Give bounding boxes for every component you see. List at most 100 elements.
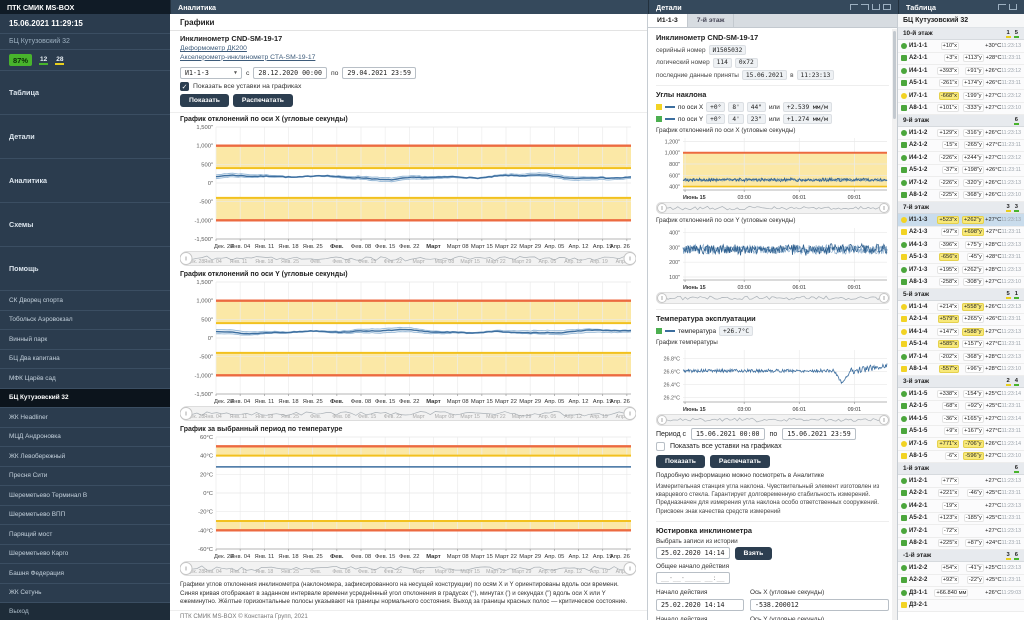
period-to-input[interactable]: 15.06.2021 23:59 <box>782 428 856 440</box>
floor-group-header[interactable]: 9-й этаж6 <box>898 115 1024 127</box>
take-button[interactable]: Взять <box>735 547 773 560</box>
show-button[interactable]: Показать <box>180 94 229 107</box>
table-row-И4-2-1[interactable]: И4-2-1-19"x+27°C11:23:13 <box>898 500 1024 513</box>
floor-group-header[interactable]: 5-й этаж51 <box>898 289 1024 301</box>
det-temp-nav-svg[interactable] <box>656 414 890 426</box>
sensor-select[interactable]: И1-1-3 ▼ <box>180 67 242 79</box>
sidebar-site-15[interactable]: ЖК Сетунь <box>0 584 170 604</box>
date-to-input[interactable]: 29.04.2021 23:59 <box>342 67 416 79</box>
table-row-А5-1-3[interactable]: А5-1-3-656"x-45"y+28°C11:23:11 <box>898 252 1024 265</box>
tab-sensor-i1-1-3[interactable]: И1-1-3 <box>648 14 688 27</box>
det-show-setpoints-checkbox[interactable] <box>656 442 665 451</box>
table-row-А2-1-4[interactable]: А2-1-4+579"x+265"y+26°C11:23:11 <box>898 314 1024 327</box>
main-temp-nav-svg[interactable]: Дек. 28Янв. 04Янв. 11Янв. 18Янв. 25Фев.Ф… <box>180 561 636 576</box>
sidebar-item-3[interactable]: Схемы <box>0 203 170 247</box>
table-row-А2-1-5[interactable]: А2-1-5-68"x+92"y+25°C11:23:11 <box>898 401 1024 414</box>
chart-temp-range-slider[interactable]: Дек. 28Янв. 04Янв. 11Янв. 18Янв. 25Фев.Ф… <box>180 561 636 576</box>
period-from-input[interactable]: 15.06.2021 00:00 <box>691 428 765 440</box>
table-row-А5-2-1[interactable]: А5-2-1+123"x-185"y+25°C11:23:11 <box>898 513 1024 526</box>
sidebar-site-0[interactable]: СК Дворец спорта <box>0 291 170 311</box>
sidebar-item-2[interactable]: Аналитика <box>0 159 170 203</box>
sidebar-item-1[interactable]: Детали <box>0 115 170 159</box>
table-row-И7-1-1[interactable]: И7-1-1-668"x-199"y+27°C11:23:12 <box>898 90 1024 103</box>
table-row-И4-1-3[interactable]: И4-1-3-396"x+75"y+28°C11:23:13 <box>898 239 1024 252</box>
sidebar-site-2[interactable]: Винный парк <box>0 330 170 350</box>
det-chart-y-range-slider[interactable] <box>656 292 890 304</box>
table-row-А8-1-5[interactable]: А8-1-5-6"x-596"y+27°C11:23:10 <box>898 451 1024 464</box>
layout-bottom-icon[interactable] <box>872 4 880 10</box>
sidebar-site-7[interactable]: МЦД Андроновка <box>0 428 170 448</box>
table-row-Д3-1-1[interactable]: Д3-1-1+66.840 мм+26°C11:29:03 <box>898 587 1024 600</box>
main-y-nav-svg[interactable]: Дек. 28Янв. 04Янв. 11Янв. 18Янв. 25Фев.Ф… <box>180 406 636 421</box>
offset-x-input[interactable]: -538.200012 <box>750 599 889 611</box>
sidebar-item-0[interactable]: Таблица <box>0 71 170 115</box>
table-row-А2-1-3[interactable]: А2-1-3+97"x+698"y+27°C11:23:11 <box>898 227 1024 240</box>
logout-button[interactable]: Выход <box>0 603 170 620</box>
table-row-А8-1-2[interactable]: А8-1-2-225"x-368"y+26°C11:23:10 <box>898 190 1024 203</box>
table-row-И7-1-4[interactable]: И7-1-4-202"x-368"y+28°C11:23:13 <box>898 351 1024 364</box>
sidebar-site-3[interactable]: БЦ Два капитана <box>0 350 170 370</box>
details-scrollbar[interactable] <box>892 29 897 620</box>
det-show-button[interactable]: Показать <box>656 455 705 468</box>
table-row-И7-1-2[interactable]: И7-1-2-226"x-320"y+26°C11:23:13 <box>898 177 1024 190</box>
sidebar-site-1[interactable]: Тобольск Аэровокзал <box>0 311 170 331</box>
top-tab-analytics[interactable]: Аналитика <box>170 0 648 14</box>
floor-group-header[interactable]: 10-й этаж15 <box>898 28 1024 40</box>
sidebar-site-10[interactable]: Шереметьево Терминал B <box>0 486 170 506</box>
layout-corner-icon[interactable] <box>998 4 1006 10</box>
print-button[interactable]: Распечатать <box>233 94 293 107</box>
table-row-И4-1-4[interactable]: И4-1-4+147"x+588"y+27°C11:23:13 <box>898 326 1024 339</box>
table-row-А2-1-2[interactable]: А2-1-2-15"x-265"y+27°C11:23:11 <box>898 140 1024 153</box>
table-row-И1-2-1[interactable]: И1-2-1+77"x+27°C11:23:13 <box>898 475 1024 488</box>
table-row-А5-1-2[interactable]: А5-1-2-37"x+198"y+26°C11:23:11 <box>898 165 1024 178</box>
active-device-label[interactable]: Инклинометр CND-SM-19-17 <box>180 34 637 43</box>
table-row-И1-1-1[interactable]: И1-1-1+10"x+30°C11:23:13 <box>898 40 1024 53</box>
sidebar-site-8[interactable]: ЖК Левобережный <box>0 447 170 467</box>
table-row-И4-1-2[interactable]: И4-1-2-226"x+244"y+27°C11:23:12 <box>898 152 1024 165</box>
tab-floor-7[interactable]: 7-й этаж <box>688 14 735 27</box>
main-x-nav-svg[interactable]: Дек. 28Янв. 04Янв. 11Янв. 18Янв. 25Фев.Ф… <box>180 251 636 266</box>
table-row-И7-1-3[interactable]: И7-1-3+195"x+262"y+28°C11:23:13 <box>898 264 1024 277</box>
det-print-button[interactable]: Распечатать <box>710 455 770 468</box>
common-start-input[interactable]: __-__-____ __:__ <box>656 572 730 584</box>
layout-top-right-icon[interactable] <box>861 4 869 10</box>
start-x-input[interactable]: 25.02.2020 14:14 <box>656 599 744 611</box>
table-row-Д3-2-1[interactable]: Д3-2-1 <box>898 600 1024 613</box>
sidebar-site-11[interactable]: Шереметьево ВПП <box>0 506 170 526</box>
table-row-И4-1-1[interactable]: И4-1-1+393"x+91"y+26°C11:23:12 <box>898 65 1024 78</box>
sidebar-site-9[interactable]: Пресня Сити <box>0 467 170 487</box>
sidebar-site-13[interactable]: Шереметьево Карго <box>0 545 170 565</box>
det-x-nav-svg[interactable] <box>656 202 890 214</box>
table-row-И7-2-1[interactable]: И7-2-1-72"x+27°C11:23:13 <box>898 525 1024 538</box>
date-from-input[interactable]: 28.12.2020 00:00 <box>253 67 327 79</box>
sidebar-site-5[interactable]: БЦ Кутузовский 32 <box>0 389 170 409</box>
layout-half-icon[interactable] <box>1009 4 1017 10</box>
table-row-А8-2-1[interactable]: А8-2-1+225"x+87"y+24°C11:23:11 <box>898 538 1024 551</box>
floor-group-header[interactable]: 7-й этаж33 <box>898 202 1024 214</box>
table-row-И7-1-5[interactable]: И7-1-5+771"x-706"y+26°C11:23:14 <box>898 438 1024 451</box>
det-y-nav-svg[interactable] <box>656 292 890 304</box>
table-row-А5-1-5[interactable]: А5-1-5+9"x+167"y+27°C11:23:11 <box>898 426 1024 439</box>
device-link-accelerometer[interactable]: Акселерометр-инклинометр СТА-SM-19-17 <box>180 54 637 61</box>
layout-top-left-icon[interactable] <box>850 4 858 10</box>
table-row-И1-1-3[interactable]: И1-1-3+523"x+262"y+27°C11:23:13 <box>898 214 1024 227</box>
chart-y-range-slider[interactable]: Дек. 28Янв. 04Янв. 11Янв. 18Янв. 25Фев.Ф… <box>180 406 636 421</box>
details-scrollbar-thumb[interactable] <box>893 31 896 119</box>
table-row-А5-1-1[interactable]: А5-1-1-261"x+174"y+26°C11:23:11 <box>898 78 1024 91</box>
sidebar-item-4[interactable]: Помощь <box>0 247 170 291</box>
floor-group-header[interactable]: 3-й этаж24 <box>898 376 1024 388</box>
table-row-А5-1-4[interactable]: А5-1-4+585"x+157"y+27°C11:23:11 <box>898 339 1024 352</box>
sidebar-site-4[interactable]: МФК Царёв сад <box>0 369 170 389</box>
show-setpoints-checkbox[interactable]: ✓ <box>180 82 189 91</box>
table-row-И1-2-2[interactable]: И1-2-2+54"x-41"y+25°C11:23:13 <box>898 562 1024 575</box>
floor-group-header[interactable]: -1-й этаж36 <box>898 550 1024 562</box>
table-row-А8-1-3[interactable]: А8-1-3-258"x-308"y+27°C11:23:10 <box>898 277 1024 290</box>
history-record-input[interactable]: 25.02.2020 14:14 <box>656 547 730 559</box>
table-row-А2-1-1[interactable]: А2-1-1+3"x+113"y+28°C11:23:11 <box>898 53 1024 66</box>
table-row-И4-1-5[interactable]: И4-1-5-36"x+165"y+27°C11:23:14 <box>898 413 1024 426</box>
layout-full-icon[interactable] <box>883 4 891 10</box>
det-chart-temp-range-slider[interactable] <box>656 414 890 426</box>
device-link-deformometer[interactable]: Деформометр ДК200 <box>180 45 637 52</box>
floor-group-header[interactable]: 1-й этаж6 <box>898 463 1024 475</box>
chart-x-range-slider[interactable]: Дек. 28Янв. 04Янв. 11Янв. 18Янв. 25Фев.Ф… <box>180 251 636 266</box>
